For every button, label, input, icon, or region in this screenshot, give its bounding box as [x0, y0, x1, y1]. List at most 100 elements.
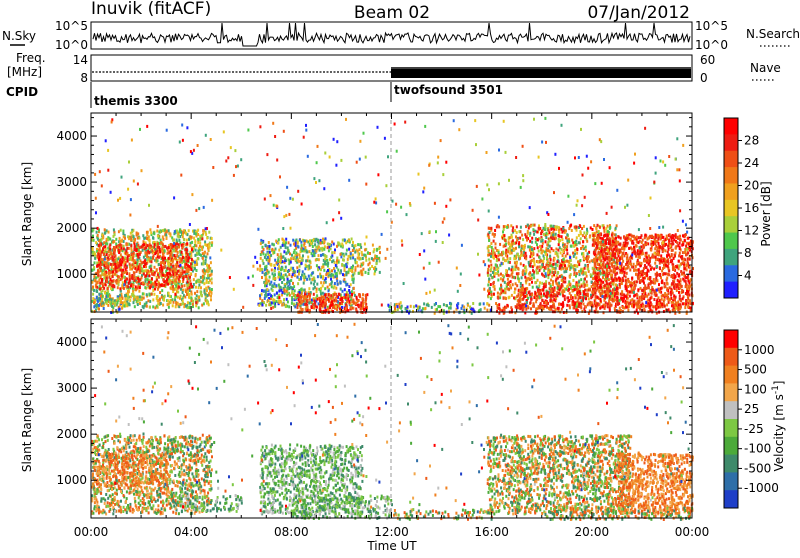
- range-cell: [134, 305, 136, 308]
- range-cell: [165, 245, 167, 248]
- range-cell: [589, 260, 591, 263]
- cpid-mode-themis: themis 3300: [94, 94, 178, 108]
- range-cell: [331, 260, 333, 263]
- range-cell: [578, 241, 580, 244]
- range-cell: [549, 239, 551, 242]
- range-cell: [586, 284, 588, 287]
- range-cell: [528, 277, 530, 280]
- range-cell: [292, 239, 294, 242]
- range-cell: [189, 265, 191, 268]
- range-cell: [176, 242, 178, 245]
- range-cell: [566, 233, 568, 236]
- range-cell: [106, 266, 108, 269]
- range-cell: [552, 281, 554, 284]
- range-cell: [304, 297, 306, 300]
- range-cell: [112, 241, 114, 244]
- range-cell: [199, 242, 201, 245]
- range-cell: [622, 300, 624, 303]
- range-cell: [340, 288, 342, 291]
- range-cell: [616, 296, 618, 299]
- range-cell: [149, 265, 151, 268]
- range-cell: [505, 254, 507, 257]
- range-cell: [540, 296, 542, 299]
- range-cell: [211, 278, 213, 281]
- range-cell: [112, 270, 114, 273]
- range-cell: [553, 225, 555, 228]
- range-cell: [153, 232, 155, 235]
- range-cell: [539, 245, 541, 248]
- range-cell: [362, 293, 364, 296]
- range-cell: [328, 293, 330, 296]
- range-cell: [674, 254, 676, 257]
- range-cell: [523, 247, 525, 250]
- range-cell: [195, 304, 197, 307]
- range-cell: [185, 275, 187, 278]
- range-cell: [518, 245, 520, 248]
- range-cell: [280, 259, 282, 262]
- range-cell: [334, 251, 336, 254]
- range-cell: [181, 244, 183, 247]
- range-cell: [615, 227, 617, 230]
- range-cell: [131, 277, 133, 280]
- range-cell: [198, 299, 200, 302]
- range-cell: [188, 229, 190, 232]
- range-cell: [92, 286, 94, 289]
- range-cell: [135, 285, 137, 288]
- range-cell: [271, 269, 273, 272]
- range-cell: [154, 266, 156, 269]
- range-cell: [195, 249, 197, 252]
- range-cell: [335, 293, 337, 296]
- range-cell: [525, 280, 527, 283]
- range-cell: [580, 278, 582, 281]
- range-cell: [586, 289, 588, 292]
- range-cell: [323, 269, 325, 272]
- range-cell: [127, 290, 129, 293]
- range-cell: [653, 298, 655, 301]
- range-cell: [139, 286, 141, 289]
- range-cell: [533, 261, 535, 264]
- range-cell: [153, 245, 155, 248]
- range-cell: [120, 301, 122, 304]
- range-cell: [322, 300, 324, 303]
- range-cell: [209, 287, 211, 290]
- range-cell: [352, 281, 354, 284]
- range-cell: [122, 230, 124, 233]
- range-cell: [584, 289, 586, 292]
- range-cell: [291, 299, 293, 302]
- range-cell: [211, 270, 213, 273]
- range-cell: [506, 226, 508, 229]
- range-cell: [129, 258, 131, 261]
- range-cell: [317, 275, 319, 278]
- range-cell: [603, 266, 605, 269]
- range-cell: [174, 282, 176, 285]
- range-cell: [98, 253, 100, 256]
- range-cell: [562, 227, 564, 230]
- range-cell: [194, 264, 196, 267]
- range-cell: [297, 259, 299, 262]
- range-cell: [497, 224, 499, 227]
- range-cell: [472, 302, 474, 305]
- range-cell: [288, 241, 290, 244]
- range-cell: [107, 238, 109, 241]
- range-cell: [572, 279, 574, 282]
- range-cell: [512, 283, 514, 286]
- range-cell: [565, 236, 567, 239]
- range-cell: [498, 274, 500, 277]
- range-cell: [572, 285, 574, 288]
- range-cell: [139, 253, 141, 256]
- range-cell: [118, 251, 120, 254]
- range-cell: [262, 259, 264, 262]
- range-cell: [307, 306, 309, 309]
- range-cell: [202, 275, 204, 278]
- range-cell: [137, 244, 139, 247]
- nave-label: Nave: [750, 61, 781, 75]
- range-cell: [303, 282, 305, 285]
- range-cell: [106, 253, 108, 256]
- range-cell: [311, 272, 313, 275]
- range-cell: [146, 293, 148, 296]
- range-cell: [145, 244, 147, 247]
- range-cell: [490, 255, 492, 258]
- range-cell: [282, 244, 284, 247]
- range-cell: [159, 291, 161, 294]
- range-cell: [413, 305, 415, 308]
